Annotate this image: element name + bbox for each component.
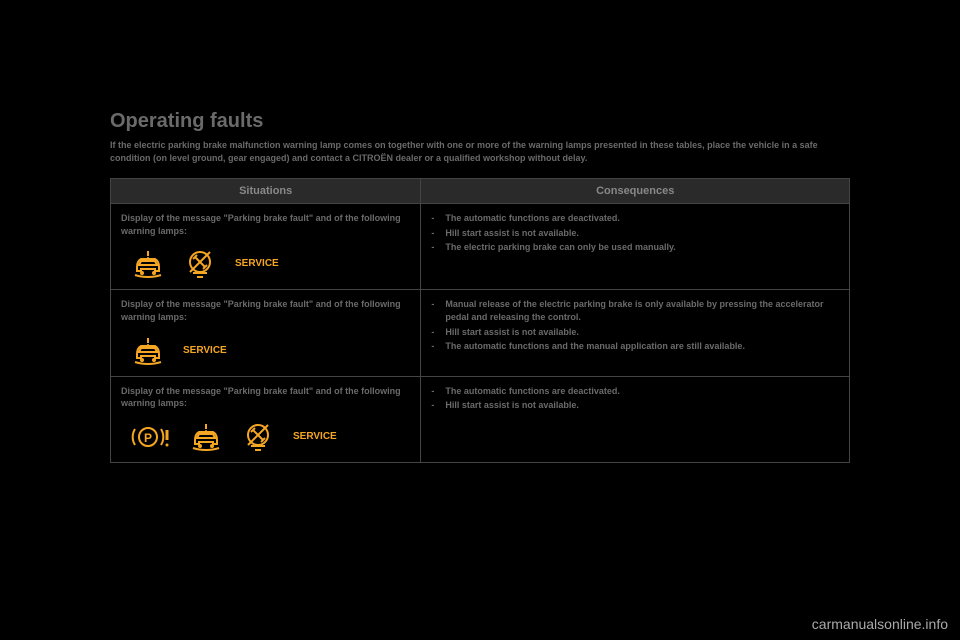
icons-row: SERVICE xyxy=(131,247,410,281)
situation-text: Display of the message "Parking brake fa… xyxy=(121,298,410,323)
table-row: Display of the message "Parking brake fa… xyxy=(111,290,850,376)
situation-cell: Display of the message "Parking brake fa… xyxy=(111,204,421,290)
situation-text: Display of the message "Parking brake fa… xyxy=(121,385,410,410)
consequence-item: The automatic functions are deactivated. xyxy=(445,212,620,225)
icons-row: SERVICE xyxy=(131,420,410,454)
consequence-item: The electric parking brake can only be u… xyxy=(445,241,675,254)
car-warning-icon xyxy=(189,420,223,454)
table-row: Display of the message "Parking brake fa… xyxy=(111,376,850,462)
consequences-cell: -Manual release of the electric parking … xyxy=(421,290,850,376)
consequences-cell: -The automatic functions are deactivated… xyxy=(421,204,850,290)
fault-table: Situations Consequences Display of the m… xyxy=(110,178,850,463)
intro-text: If the electric parking brake malfunctio… xyxy=(110,139,850,164)
icons-row: SERVICE xyxy=(131,334,410,368)
wrench-slash-icon xyxy=(241,420,275,454)
service-label: SERVICE xyxy=(293,430,337,444)
consequence-item: Hill start assist is not available. xyxy=(445,399,579,412)
wrench-slash-icon xyxy=(183,247,217,281)
consequence-item: Manual release of the electric parking b… xyxy=(445,298,839,323)
page-content: Operating faults If the electric parking… xyxy=(0,0,960,463)
car-warning-icon xyxy=(131,247,165,281)
page-title: Operating faults xyxy=(110,110,850,133)
consequence-item: The automatic functions and the manual a… xyxy=(445,340,745,353)
consequence-item: The automatic functions are deactivated. xyxy=(445,385,620,398)
consequences-cell: -The automatic functions are deactivated… xyxy=(421,376,850,462)
service-label: SERVICE xyxy=(183,344,227,358)
header-consequences: Consequences xyxy=(421,179,850,204)
consequence-item: Hill start assist is not available. xyxy=(445,326,579,339)
situation-cell: Display of the message "Parking brake fa… xyxy=(111,376,421,462)
consequence-item: Hill start assist is not available. xyxy=(445,227,579,240)
watermark: carmanualsonline.info xyxy=(812,616,948,632)
header-situations: Situations xyxy=(111,179,421,204)
situation-text: Display of the message "Parking brake fa… xyxy=(121,212,410,237)
service-label: SERVICE xyxy=(235,257,279,271)
situation-cell: Display of the message "Parking brake fa… xyxy=(111,290,421,376)
car-warning-icon xyxy=(131,334,165,368)
table-row: Display of the message "Parking brake fa… xyxy=(111,204,850,290)
p-exclaim-icon xyxy=(131,420,171,454)
